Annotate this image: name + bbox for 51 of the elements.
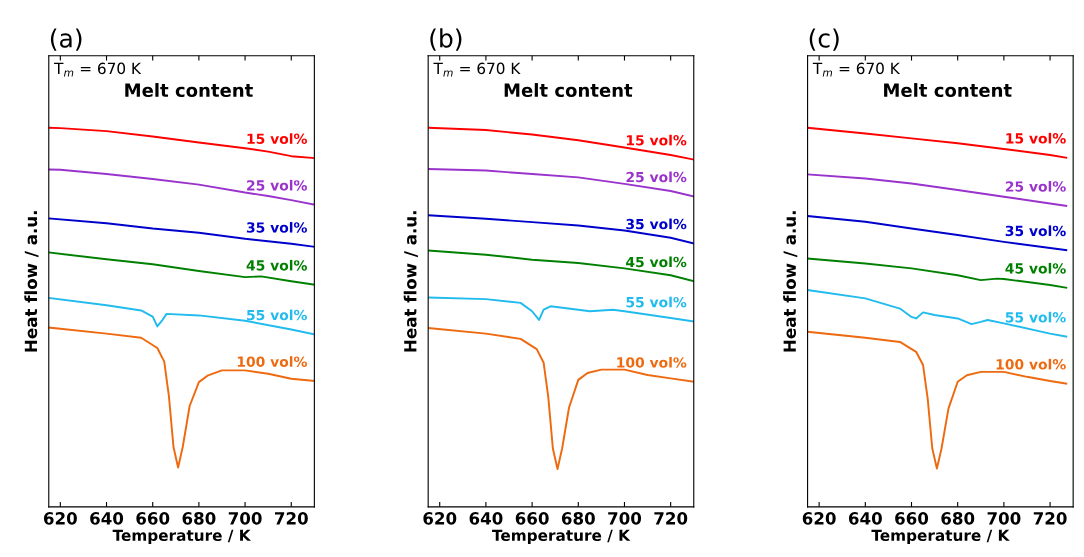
series-label: 100 vol% xyxy=(996,358,1066,370)
x-tick-label: 700 xyxy=(987,512,1021,525)
x-tick-label: 620 xyxy=(423,512,457,525)
series-label: 45 vol% xyxy=(246,259,307,271)
series-label: 100 vol% xyxy=(617,356,687,368)
x-tick-label: 640 xyxy=(848,512,882,525)
x-tick-label: 720 xyxy=(654,512,688,525)
x-axis-title: Temperature / K xyxy=(871,529,1010,545)
x-tick-label: 680 xyxy=(941,512,975,525)
x-tick-label: 700 xyxy=(228,512,262,525)
text: T$_{m}$ = 670 K xyxy=(54,62,142,77)
series-label: 25 vol% xyxy=(1005,181,1066,192)
chart-title: (b) xyxy=(430,28,462,51)
x-tick-label: 720 xyxy=(274,512,308,525)
x-tick-label: 660 xyxy=(136,512,170,525)
series-label: 55 vol% xyxy=(1005,311,1066,323)
x-tick-label: 640 xyxy=(469,512,503,525)
x-axis-title: Temperature / K xyxy=(492,529,631,545)
text: T$_{m}$ = 670 K xyxy=(433,62,521,77)
series-label: 25 vol% xyxy=(626,171,687,183)
series-label: 45 vol% xyxy=(1005,262,1066,274)
x-tick-label: 640 xyxy=(90,512,124,525)
series-label: 35 vol% xyxy=(246,221,307,233)
series-label: 55 vol% xyxy=(626,296,687,308)
chart-title: (a) xyxy=(50,28,82,51)
series-label: 35 vol% xyxy=(626,218,687,230)
x-tick-label: 680 xyxy=(561,512,595,525)
x-tick-label: 720 xyxy=(1033,512,1067,525)
series-label: 35 vol% xyxy=(1005,225,1066,237)
x-tick-label: 660 xyxy=(515,512,549,525)
x-tick-label: 660 xyxy=(895,512,929,525)
x-tick-label: 620 xyxy=(802,512,836,525)
y-axis-title: Heat flow / a.u. xyxy=(403,211,418,352)
legend-title: Melt content xyxy=(504,83,633,98)
x-tick-label: 620 xyxy=(43,512,77,525)
legend-title: Melt content xyxy=(884,83,1012,98)
x-tick-label: 700 xyxy=(608,512,642,525)
series-label: 45 vol% xyxy=(626,256,687,268)
chart-title: (c) xyxy=(809,28,839,51)
series-label: 100 vol% xyxy=(237,356,307,367)
legend-title: Melt content xyxy=(125,83,253,98)
series-label: 55 vol% xyxy=(247,309,307,321)
x-tick-label: 680 xyxy=(182,512,216,525)
x-axis-title: Temperature / K xyxy=(112,529,252,545)
series-label: 25 vol% xyxy=(247,179,307,191)
y-axis-title: Heat flow / a.u. xyxy=(24,211,39,352)
series-label: 15 vol% xyxy=(247,133,307,144)
series-label: 15 vol% xyxy=(626,134,687,146)
y-axis-title: Heat flow / a.u. xyxy=(783,211,798,352)
text: T$_{m}$ = 670 K xyxy=(812,62,901,77)
series-label: 15 vol% xyxy=(1006,132,1066,144)
